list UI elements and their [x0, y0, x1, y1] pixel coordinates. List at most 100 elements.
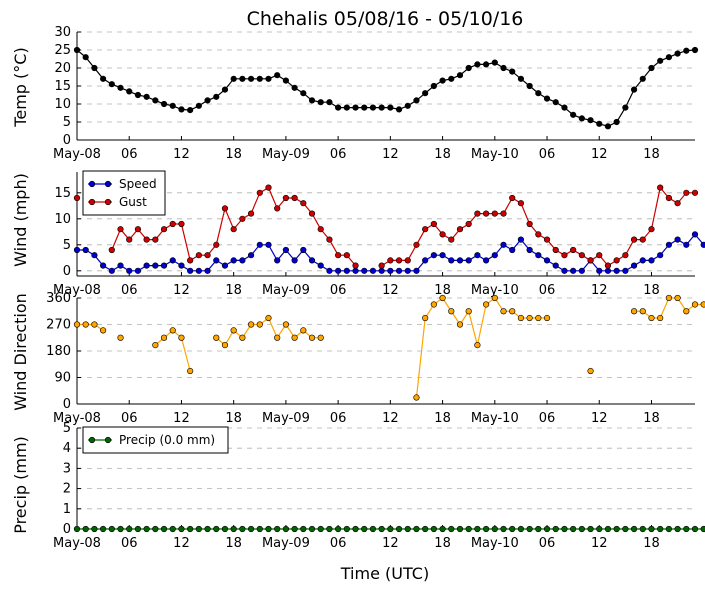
- data-point: [256, 241, 263, 248]
- data-point: [456, 257, 464, 264]
- data-point: [317, 334, 324, 341]
- data-point: [639, 75, 646, 82]
- data-point: [361, 104, 368, 111]
- x-tick-label: 12: [382, 147, 399, 162]
- panel-2: 0 5 10 15 May-08 06 12 18 May-09 06 12 18 May-10 06 12…: [11, 170, 705, 298]
- data-point: [378, 262, 385, 269]
- data-point: [439, 77, 446, 84]
- data-point: [247, 75, 255, 82]
- data-point: [213, 93, 220, 100]
- data-point: [456, 72, 464, 79]
- data-point: [683, 189, 690, 196]
- data-point: [483, 301, 490, 308]
- data-point: [596, 267, 603, 274]
- data-point: [474, 210, 481, 217]
- data-point: [326, 267, 333, 274]
- x-tick-label: 06: [539, 536, 556, 551]
- data-point: [282, 246, 290, 254]
- data-point: [422, 525, 429, 533]
- data-point: [683, 241, 690, 248]
- data-point: [517, 314, 525, 322]
- y-tick-label: 10: [54, 97, 71, 112]
- data-point: [152, 262, 159, 269]
- data-point: [561, 525, 568, 533]
- x-tick-label: 06: [330, 411, 347, 426]
- data-point: [387, 104, 394, 111]
- data-point: [91, 64, 98, 72]
- data-point: [448, 236, 455, 243]
- data-point: [117, 84, 124, 91]
- data-point: [117, 262, 124, 269]
- data-point: [630, 308, 638, 315]
- data-point: [491, 252, 498, 259]
- legend-label: Speed: [119, 177, 157, 191]
- data-point: [465, 257, 472, 264]
- data-point: [657, 252, 664, 259]
- data-point: [657, 184, 664, 191]
- data-point: [413, 394, 420, 401]
- data-point: [204, 97, 211, 104]
- data-point: [178, 220, 185, 228]
- x-tick-label: 18: [225, 411, 242, 426]
- data-point: [691, 301, 699, 308]
- data-point: [413, 267, 420, 274]
- data-point: [439, 525, 446, 533]
- y-tick-label: 5: [63, 421, 71, 436]
- x-tick-label: 06: [121, 411, 138, 426]
- x-tick-label: 12: [173, 283, 190, 298]
- data-point: [178, 525, 185, 533]
- data-point: [291, 194, 298, 202]
- data-point: [326, 525, 333, 533]
- data-point: [143, 525, 150, 533]
- data-point: [265, 525, 272, 533]
- data-point: [700, 241, 705, 248]
- data-point: [665, 54, 672, 61]
- data-point: [308, 525, 316, 533]
- data-point: [178, 334, 185, 341]
- data-point: [587, 525, 594, 533]
- panel-1: 0 5 10 15 20 25 30 May-08 06 12 18 May-09 06 12 18 May-…: [11, 25, 699, 162]
- data-point: [500, 241, 507, 248]
- x-tick-label: 06: [539, 147, 556, 162]
- data-point: [657, 525, 664, 533]
- data-point: [648, 525, 655, 533]
- data-point: [73, 525, 81, 533]
- data-point: [509, 525, 516, 533]
- series-line: [76, 49, 696, 127]
- data-point: [247, 525, 255, 533]
- x-tick-label: 12: [173, 147, 190, 162]
- data-point: [439, 294, 446, 302]
- data-point: [213, 334, 220, 341]
- data-point: [187, 525, 194, 533]
- data-point: [387, 267, 394, 274]
- data-point: [543, 314, 551, 322]
- data-point: [422, 257, 429, 264]
- data-point: [474, 252, 481, 259]
- data-point: [500, 525, 507, 533]
- data-point: [335, 252, 342, 259]
- data-point: [413, 525, 420, 533]
- data-point: [404, 102, 411, 109]
- x-tick-label: May-09: [262, 147, 310, 162]
- data-point: [596, 525, 603, 533]
- data-point: [526, 82, 533, 90]
- data-point: [134, 91, 142, 99]
- data-point: [282, 321, 290, 328]
- data-point: [343, 104, 350, 111]
- data-point: [343, 525, 350, 533]
- data-point: [91, 525, 98, 533]
- data-point: [91, 321, 98, 328]
- x-tick-label: 18: [643, 147, 660, 162]
- x-tick-label: 18: [434, 147, 451, 162]
- data-point: [570, 525, 577, 533]
- data-point: [230, 257, 237, 264]
- legend-marker: [88, 198, 96, 206]
- x-tick-label: 12: [173, 411, 190, 426]
- data-point: [526, 525, 533, 533]
- series-precip: [73, 525, 705, 533]
- data-point: [317, 226, 324, 233]
- data-point: [683, 47, 690, 54]
- data-point: [213, 241, 220, 248]
- data-point: [256, 525, 263, 533]
